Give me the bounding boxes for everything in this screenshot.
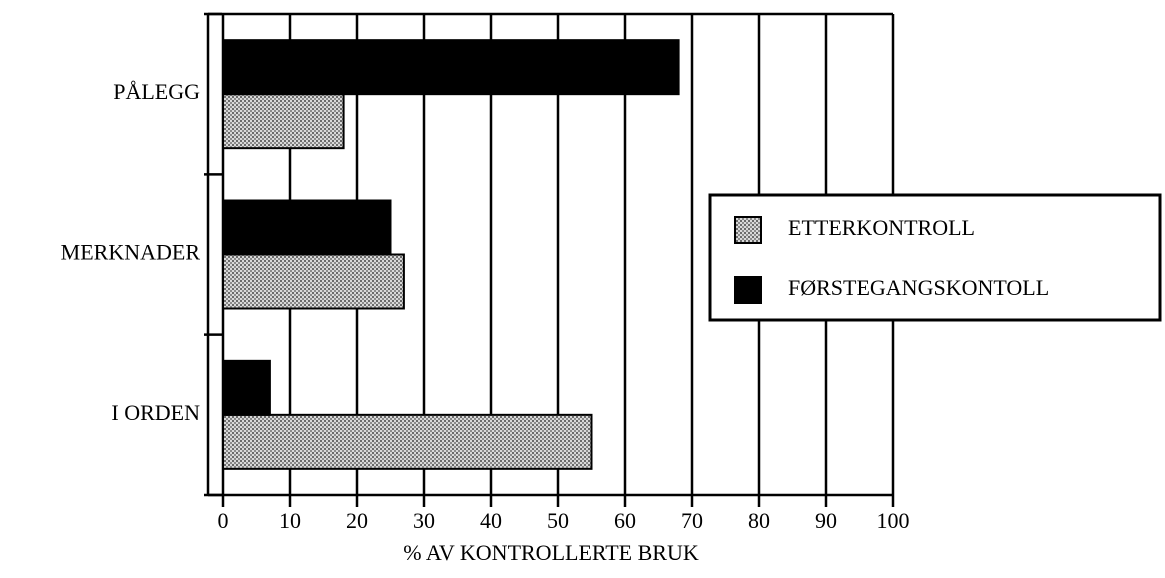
bar <box>222 359 271 416</box>
legend-label: ETTERKONTROLL <box>788 215 975 240</box>
x-tick-label: 10 <box>279 508 301 533</box>
legend-swatch <box>734 216 762 244</box>
bar <box>222 413 593 470</box>
legend-label: FØRSTEGANGSKONTOLL <box>788 275 1049 300</box>
y-tick-label: PÅLEGG <box>113 79 200 104</box>
y-tick-label: MERKNADER <box>61 240 201 265</box>
x-tick-label: 60 <box>614 508 636 533</box>
x-tick-label: 40 <box>480 508 502 533</box>
x-tick-label: 20 <box>346 508 368 533</box>
x-tick-label: 80 <box>748 508 770 533</box>
bar <box>222 93 345 150</box>
x-tick-label: 70 <box>681 508 703 533</box>
x-tick-label: 30 <box>413 508 435 533</box>
x-tick-label: 90 <box>815 508 837 533</box>
bar <box>222 253 405 310</box>
legend-box <box>708 193 1162 322</box>
bar <box>222 39 680 96</box>
x-axis-label: % AV KONTROLLERTE BRUK <box>403 540 699 565</box>
y-tick-label: I ORDEN <box>111 400 200 425</box>
bar <box>222 199 392 256</box>
legend-swatch <box>734 276 762 304</box>
x-tick-label: 100 <box>877 508 910 533</box>
x-tick-label: 0 <box>218 508 229 533</box>
x-tick-label: 50 <box>547 508 569 533</box>
